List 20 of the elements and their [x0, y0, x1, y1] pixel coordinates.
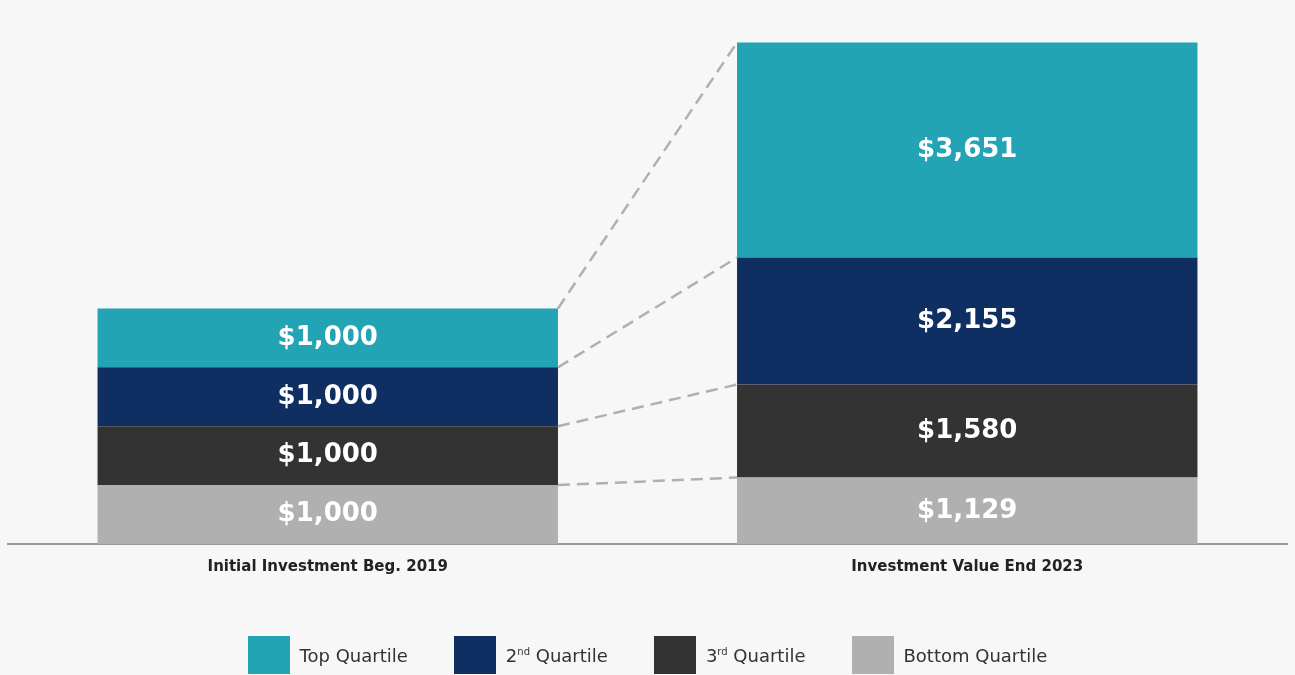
bar: [97, 308, 558, 368]
legend-label: Bottom Quartile: [903, 644, 1048, 666]
legend-label: Top Quartile: [299, 644, 408, 666]
data-label: $1,000: [277, 497, 378, 528]
bar: [97, 426, 558, 486]
data-label: $2,155: [917, 303, 1018, 334]
bar: [737, 257, 1198, 385]
data-label: $1,000: [277, 320, 378, 351]
data-label: $1,000: [277, 438, 378, 469]
x-tick-label: Investment Value End 2023: [851, 556, 1084, 575]
bar: [737, 384, 1198, 478]
legend-label: 3$^{rd}$ Quartile: [705, 644, 806, 666]
data-label: $1,580: [917, 413, 1018, 444]
bar: [737, 42, 1198, 258]
data-label: $3,651: [917, 132, 1018, 163]
data-label: $1,000: [277, 379, 378, 410]
data-label: $1,129: [917, 493, 1018, 524]
x-tick-label: Initial Investment Beg. 2019: [207, 556, 448, 575]
legend-label: 2$^{nd}$ Quartile: [505, 644, 608, 666]
bar: [97, 367, 558, 427]
